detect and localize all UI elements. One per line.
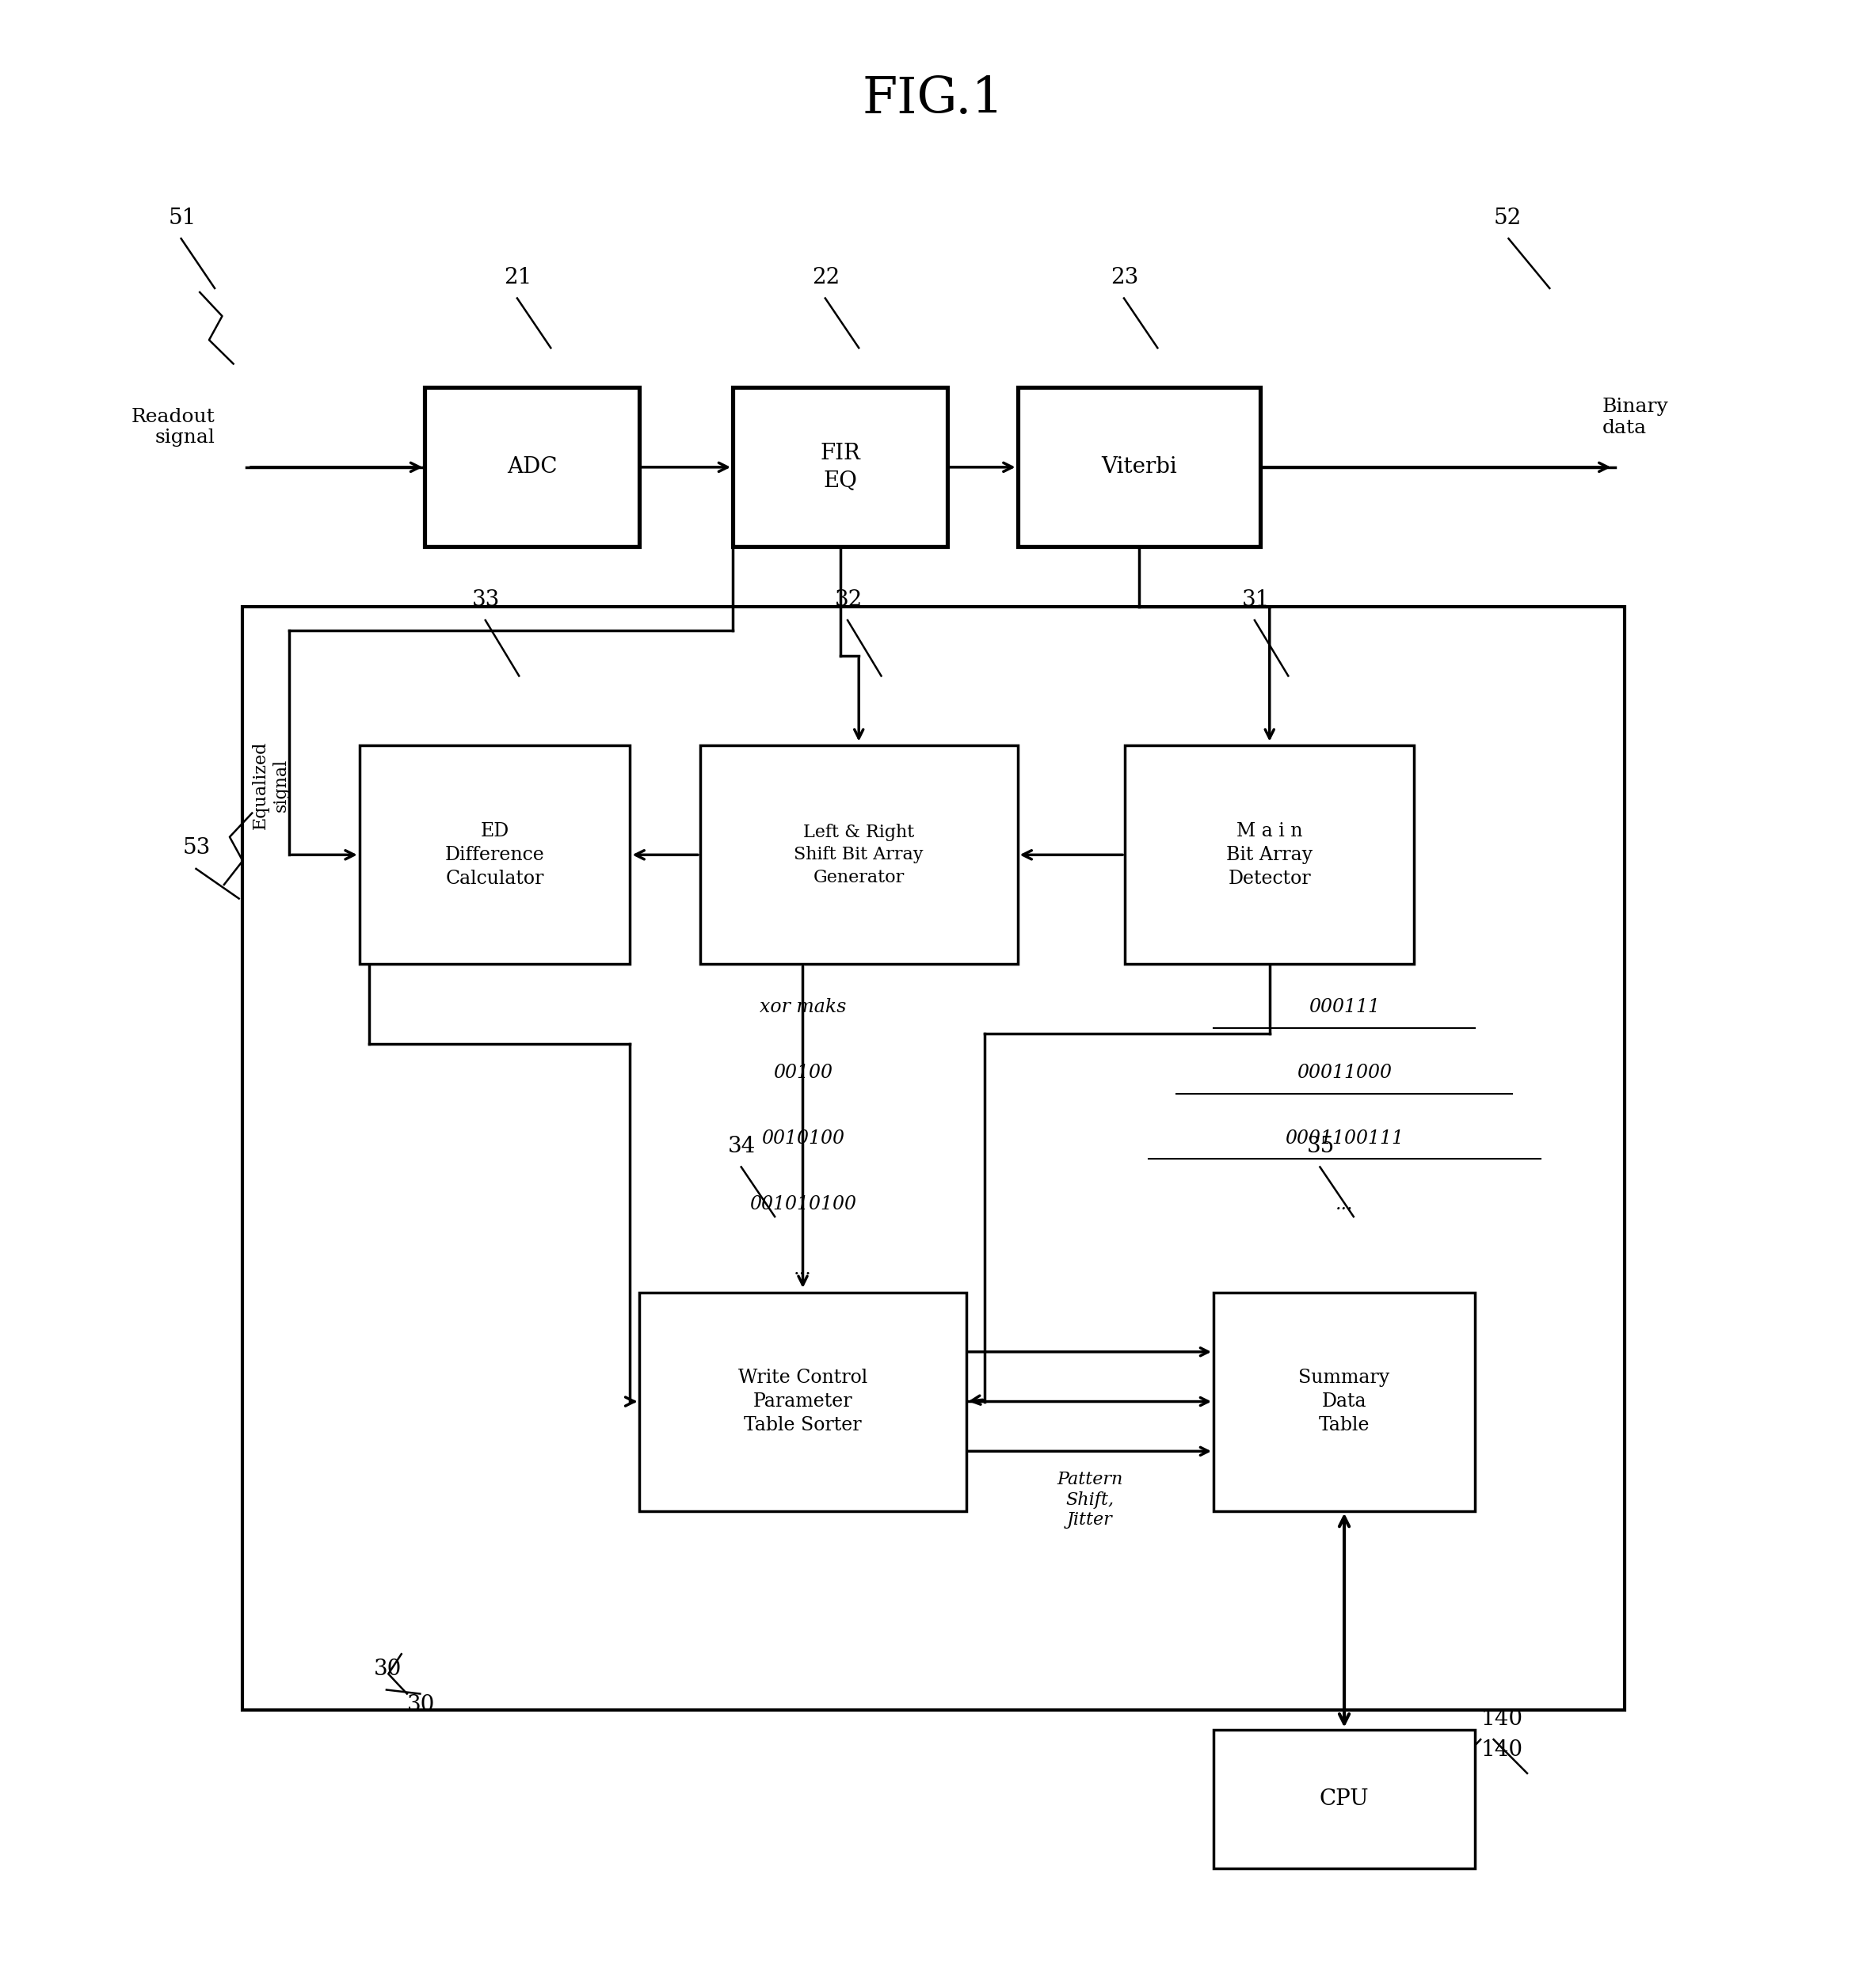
Text: FIG.1: FIG.1 — [863, 76, 1004, 123]
Text: 32: 32 — [835, 588, 863, 610]
Text: 21: 21 — [504, 266, 532, 288]
Text: Pattern
Shift,
Jitter: Pattern Shift, Jitter — [1057, 1471, 1122, 1529]
Text: Viterbi: Viterbi — [1102, 457, 1176, 477]
Text: ADC: ADC — [508, 457, 556, 477]
Text: ...: ... — [793, 1260, 812, 1278]
FancyBboxPatch shape — [732, 388, 948, 547]
Text: 31: 31 — [1242, 588, 1270, 610]
Text: 00011000: 00011000 — [1298, 1064, 1391, 1081]
Text: 0001100111: 0001100111 — [1284, 1129, 1404, 1147]
Text: Equalized
signal: Equalized signal — [252, 742, 289, 829]
Text: 000111: 000111 — [1309, 998, 1380, 1016]
FancyBboxPatch shape — [1214, 1292, 1475, 1511]
FancyBboxPatch shape — [700, 746, 1018, 964]
FancyBboxPatch shape — [1124, 746, 1415, 964]
Text: 001010100: 001010100 — [749, 1195, 857, 1213]
Text: 33: 33 — [472, 588, 500, 610]
Text: 0010100: 0010100 — [762, 1129, 844, 1147]
Text: FIR
EQ: FIR EQ — [820, 443, 861, 491]
Text: Left & Right
Shift Bit Array
Generator: Left & Right Shift Bit Array Generator — [793, 823, 924, 887]
Text: 30: 30 — [407, 1694, 435, 1716]
Text: 53: 53 — [183, 837, 211, 859]
FancyBboxPatch shape — [1018, 388, 1260, 547]
Text: 00100: 00100 — [773, 1064, 833, 1081]
FancyBboxPatch shape — [424, 388, 639, 547]
Text: ...: ... — [1335, 1195, 1354, 1213]
Text: Binary
data: Binary data — [1602, 398, 1669, 437]
Text: 22: 22 — [812, 266, 840, 288]
Text: Summary
Data
Table: Summary Data Table — [1299, 1368, 1389, 1435]
Text: 30: 30 — [373, 1658, 401, 1680]
Text: M a i n
Bit Array
Detector: M a i n Bit Array Detector — [1227, 821, 1313, 889]
Text: Readout
signal: Readout signal — [131, 408, 215, 447]
Text: 34: 34 — [728, 1135, 756, 1157]
Text: 52: 52 — [1494, 207, 1522, 229]
Text: 35: 35 — [1307, 1135, 1335, 1157]
FancyBboxPatch shape — [1214, 1730, 1475, 1869]
Text: ED
Difference
Calculator: ED Difference Calculator — [444, 821, 545, 889]
FancyBboxPatch shape — [358, 746, 631, 964]
Text: 140: 140 — [1481, 1708, 1523, 1730]
Text: 23: 23 — [1111, 266, 1139, 288]
Text: CPU: CPU — [1320, 1789, 1369, 1809]
Text: 51: 51 — [168, 207, 196, 229]
Text: Write Control
Parameter
Table Sorter: Write Control Parameter Table Sorter — [737, 1368, 868, 1435]
Text: xor maks: xor maks — [760, 998, 846, 1016]
FancyBboxPatch shape — [639, 1292, 967, 1511]
Text: 140: 140 — [1481, 1740, 1523, 1761]
